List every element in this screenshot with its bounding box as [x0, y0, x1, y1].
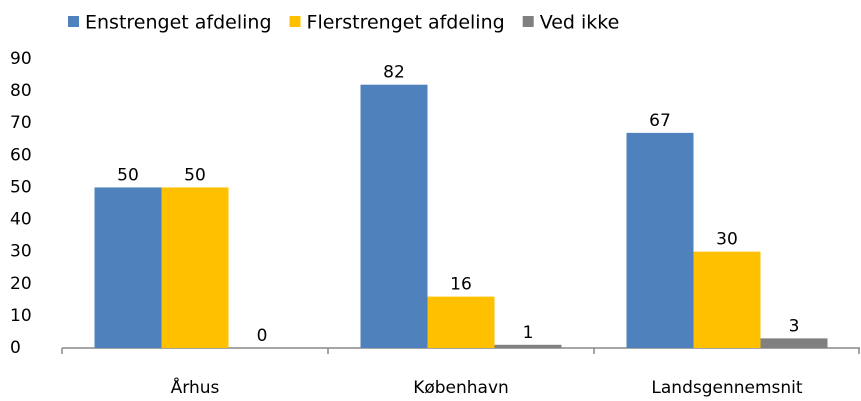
legend-swatch	[522, 16, 534, 27]
y-tick-label: 0	[10, 338, 21, 358]
data-label: 67	[649, 111, 671, 131]
data-label: 50	[117, 165, 139, 185]
bar	[693, 251, 761, 348]
legend-label: Flerstrenget afdeling	[307, 12, 505, 34]
y-tick-label: 90	[10, 49, 32, 69]
y-tick-label: 60	[10, 145, 32, 165]
y-tick-label: 80	[10, 81, 32, 101]
bar	[760, 338, 828, 348]
data-label: 50	[184, 165, 206, 185]
bar	[494, 344, 562, 348]
bar	[94, 187, 162, 348]
x-tick-label: København	[413, 378, 509, 398]
data-label: 16	[450, 275, 472, 295]
x-tick-label: Århus	[171, 376, 220, 398]
y-tick-label: 40	[10, 210, 32, 230]
y-tick-label: 10	[10, 306, 32, 326]
data-label: 82	[383, 63, 405, 83]
y-tick-label: 50	[10, 177, 32, 197]
y-tick-label: 30	[10, 242, 32, 262]
y-tick-label: 20	[10, 274, 32, 294]
bar	[626, 132, 694, 348]
legend-label: Enstrenget afdeling	[85, 12, 272, 34]
legend-swatch	[289, 16, 301, 27]
bar	[161, 187, 229, 348]
legend-swatch	[68, 16, 79, 27]
data-label: 1	[523, 323, 534, 343]
data-label: 3	[789, 316, 800, 336]
data-label: 30	[716, 230, 738, 250]
bar	[427, 296, 495, 348]
data-label: 0	[257, 326, 268, 346]
legend-label: Ved ikke	[540, 12, 620, 34]
y-tick-label: 70	[10, 113, 32, 133]
x-tick-label: Landsgennemsnit	[651, 378, 802, 398]
bar	[360, 84, 428, 348]
